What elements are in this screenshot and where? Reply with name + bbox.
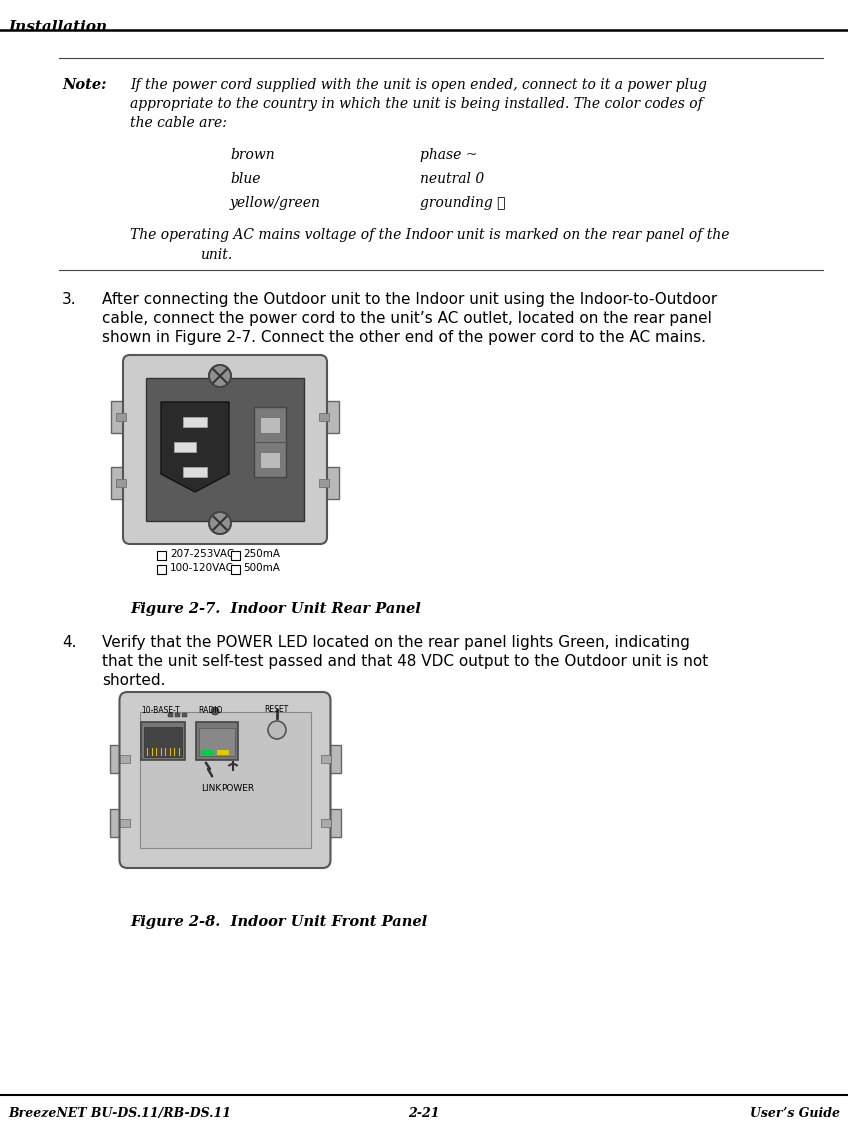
Text: grounding ≣: grounding ≣ <box>420 196 505 210</box>
Bar <box>182 713 187 717</box>
Bar <box>183 467 207 477</box>
Text: Figure 2-7.  Indoor Unit Rear Panel: Figure 2-7. Indoor Unit Rear Panel <box>130 602 421 616</box>
Text: LINK: LINK <box>201 784 221 793</box>
Bar <box>111 400 133 433</box>
Bar <box>231 551 240 560</box>
Bar <box>321 819 331 827</box>
Text: The operating AC mains voltage of the Indoor unit is marked on the rear panel of: The operating AC mains voltage of the In… <box>130 228 729 242</box>
Text: yellow/green: yellow/green <box>230 196 321 210</box>
Text: blue: blue <box>230 172 260 186</box>
Circle shape <box>211 707 219 715</box>
Bar <box>174 442 196 452</box>
Bar <box>319 809 341 837</box>
Bar <box>144 727 182 757</box>
Text: that the unit self-test passed and that 48 VDC output to the Outdoor unit is not: that the unit self-test passed and that … <box>102 654 708 669</box>
Text: User’s Guide: User’s Guide <box>750 1107 840 1120</box>
Text: shorted.: shorted. <box>102 673 165 687</box>
Bar <box>260 417 280 433</box>
Text: Installation: Installation <box>8 20 107 34</box>
Circle shape <box>268 721 286 739</box>
Bar <box>196 722 238 760</box>
Bar <box>109 745 131 773</box>
Bar <box>157 551 166 560</box>
Text: shown in Figure 2-7. Connect the other end of the power cord to the AC mains.: shown in Figure 2-7. Connect the other e… <box>102 330 706 345</box>
Bar <box>319 479 329 487</box>
Bar <box>183 417 207 427</box>
Bar <box>120 755 130 763</box>
Bar <box>116 412 126 420</box>
Bar <box>116 479 126 487</box>
Circle shape <box>209 365 231 387</box>
Text: 2-21: 2-21 <box>408 1107 440 1120</box>
Polygon shape <box>161 402 229 492</box>
Text: 207-253VAC: 207-253VAC <box>170 549 234 559</box>
Bar <box>317 400 339 433</box>
Text: cable, connect the power cord to the unit’s AC outlet, located on the rear panel: cable, connect the power cord to the uni… <box>102 311 711 326</box>
Bar <box>254 407 286 477</box>
FancyBboxPatch shape <box>146 378 304 521</box>
Text: RESET: RESET <box>264 706 288 715</box>
Bar <box>168 713 173 717</box>
FancyBboxPatch shape <box>123 355 327 544</box>
Text: If the power cord supplied with the unit is open ended, connect to it a power pl: If the power cord supplied with the unit… <box>130 78 707 92</box>
Bar <box>175 713 180 717</box>
Text: appropriate to the country in which the unit is being installed. The color codes: appropriate to the country in which the … <box>130 97 703 110</box>
Text: 4.: 4. <box>62 635 76 650</box>
Bar <box>141 722 185 760</box>
Bar <box>319 745 341 773</box>
Bar <box>201 749 213 755</box>
Bar <box>120 819 130 827</box>
Bar <box>111 467 133 499</box>
Bar <box>217 749 229 755</box>
Text: neutral 0: neutral 0 <box>420 172 484 186</box>
Text: 100-120VAC: 100-120VAC <box>170 564 234 573</box>
Text: phase ~: phase ~ <box>420 148 477 162</box>
Text: Note:: Note: <box>62 78 107 92</box>
Text: brown: brown <box>230 148 275 162</box>
Text: the cable are:: the cable are: <box>130 116 227 130</box>
Bar <box>317 467 339 499</box>
Text: After connecting the Outdoor unit to the Indoor unit using the Indoor-to-Outdoor: After connecting the Outdoor unit to the… <box>102 292 717 307</box>
Bar <box>319 412 329 420</box>
FancyBboxPatch shape <box>120 692 331 868</box>
Bar <box>157 565 166 574</box>
Bar <box>231 565 240 574</box>
FancyBboxPatch shape <box>140 712 310 848</box>
Text: Verify that the POWER LED located on the rear panel lights Green, indicating: Verify that the POWER LED located on the… <box>102 635 690 650</box>
Circle shape <box>209 512 231 534</box>
Text: 500mA: 500mA <box>243 564 280 573</box>
Bar <box>321 755 331 763</box>
Text: POWER: POWER <box>221 784 254 793</box>
Text: 3.: 3. <box>62 292 76 307</box>
Text: Figure 2-8.  Indoor Unit Front Panel: Figure 2-8. Indoor Unit Front Panel <box>130 915 427 929</box>
Text: unit.: unit. <box>200 248 232 261</box>
Text: 250mA: 250mA <box>243 549 280 559</box>
Bar <box>260 452 280 468</box>
Bar <box>199 728 235 756</box>
Bar <box>109 809 131 837</box>
Text: RADIO: RADIO <box>198 706 222 715</box>
Text: 10-BASE-T: 10-BASE-T <box>141 706 180 715</box>
Text: BreezeNET BU-DS.11/RB-DS.11: BreezeNET BU-DS.11/RB-DS.11 <box>8 1107 231 1120</box>
